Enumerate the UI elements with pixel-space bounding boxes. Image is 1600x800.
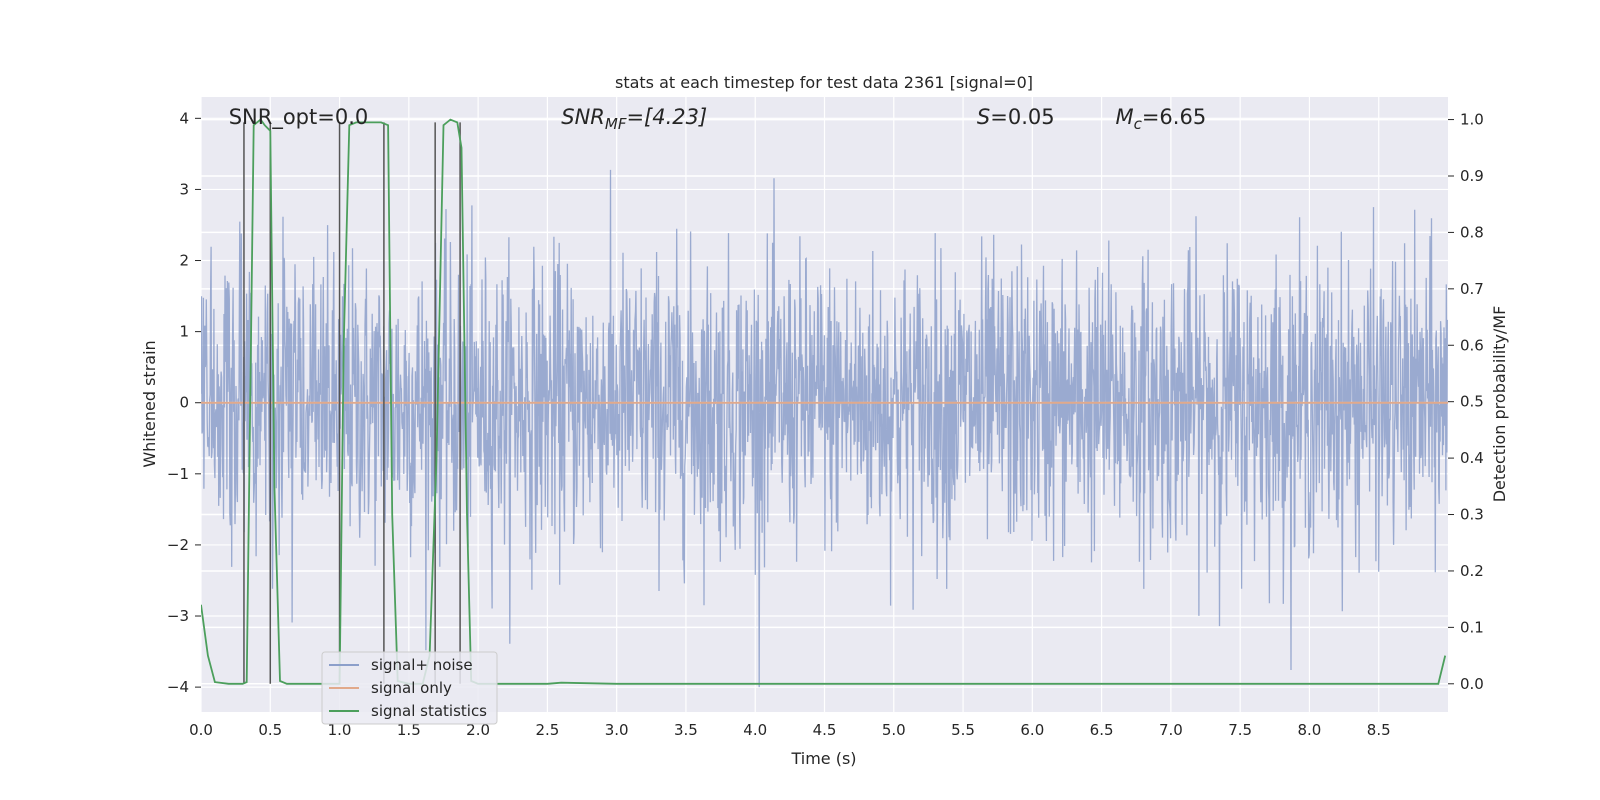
right-axis-label: Detection probability/MF [1490, 306, 1509, 503]
x-tick-label: 7.0 [1159, 721, 1183, 739]
right-tick-label: 0.3 [1460, 506, 1484, 524]
y-tick-label: −1 [167, 465, 189, 483]
x-tick-label: 0.0 [189, 721, 213, 739]
y-tick-label: 1 [179, 323, 189, 341]
y-tick-label: −2 [167, 536, 189, 554]
x-tick-label: 4.0 [743, 721, 767, 739]
y-tick-label: 0 [179, 394, 189, 412]
annotation-1: SNRMF=[4.23] [561, 105, 707, 133]
x-tick-label: 2.0 [466, 721, 490, 739]
annotation-2: S=0.05 [977, 105, 1055, 129]
x-tick-label: 6.0 [1020, 721, 1044, 739]
y-tick-label: −3 [167, 607, 189, 625]
x-tick-label: 6.5 [1090, 721, 1114, 739]
x-axis-label: Time (s) [790, 749, 856, 768]
right-tick-label: 0.7 [1460, 280, 1484, 298]
x-tick-label: 5.0 [882, 721, 906, 739]
x-tick-label: 8.5 [1367, 721, 1391, 739]
chart-title: stats at each timestep for test data 236… [615, 73, 1033, 92]
legend-label-signal-plus-noise: signal+ noise [371, 656, 473, 674]
x-tick-label: 3.0 [605, 721, 629, 739]
annotation-3: Mc=6.65 [1115, 105, 1206, 133]
x-tick-label: 8.0 [1298, 721, 1322, 739]
y-tick-label: 2 [179, 252, 189, 270]
x-tick-label: 2.5 [535, 721, 559, 739]
legend-label-signal-statistics: signal statistics [371, 702, 487, 720]
right-tick-label: 0.5 [1460, 393, 1484, 411]
annotations: SNR_opt=0.0 SNRMF=[4.23] S=0.05 Mc=6.65 [229, 105, 1206, 133]
x-axis-ticks: 0.0 0.5 1.0 1.5 2.0 2.5 3.0 3.5 4.0 4.5 5.0 5.5 6.0 6… [189, 721, 1391, 739]
x-tick-label: 7.5 [1228, 721, 1252, 739]
series-signal-plus-noise [201, 169, 1448, 688]
x-tick-label: 1.5 [397, 721, 421, 739]
right-axis-ticks: 1.0 0.9 0.8 0.7 0.6 0.5 0.4 0.3 0.2 0.1 0.0 [1448, 111, 1484, 693]
x-tick-label: 0.5 [258, 721, 282, 739]
right-tick-label: 0.0 [1460, 675, 1484, 693]
right-tick-label: 1.0 [1460, 111, 1484, 129]
x-tick-label: 1.0 [328, 721, 352, 739]
right-tick-label: 0.1 [1460, 618, 1484, 636]
y-tick-label: −4 [167, 678, 189, 696]
y-tick-label: 4 [179, 109, 189, 127]
legend-box [321, 651, 498, 725]
vertical-markers [243, 122, 461, 684]
y-axis-label: Whitened strain [140, 340, 159, 467]
y-tick-label: 3 [179, 180, 189, 198]
right-tick-label: 0.2 [1460, 562, 1484, 580]
x-tick-label: 3.5 [674, 721, 698, 739]
x-tick-label: 4.5 [813, 721, 837, 739]
annotation-0: SNR_opt=0.0 [229, 105, 369, 130]
series-signal-statistics [201, 118, 1447, 685]
right-tick-label: 0.8 [1460, 223, 1484, 241]
right-tick-label: 0.4 [1460, 449, 1484, 467]
legend: signal+ noise signal only signal statist… [321, 651, 498, 725]
x-tick-label: 5.5 [951, 721, 975, 739]
legend-label-signal-only: signal only [371, 679, 452, 697]
y-axis-ticks: 4 3 2 1 0 −1 −2 −3 −4 [167, 109, 201, 696]
right-tick-label: 0.9 [1460, 167, 1484, 185]
right-tick-label: 0.6 [1460, 336, 1484, 354]
